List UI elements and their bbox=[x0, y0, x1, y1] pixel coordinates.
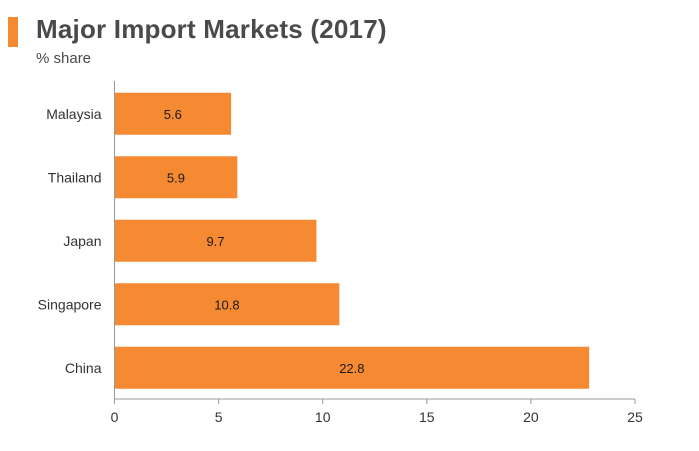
data-label-malaysia: 5.6 bbox=[164, 107, 182, 122]
x-tick-label-25: 25 bbox=[627, 409, 643, 425]
category-label-thailand: Thailand bbox=[48, 169, 102, 185]
data-label-japan: 9.7 bbox=[206, 234, 224, 249]
data-label-china: 22.8 bbox=[339, 361, 364, 376]
bar-japan bbox=[114, 219, 317, 262]
bar-thailand bbox=[114, 156, 238, 199]
x-tick-label-10: 10 bbox=[315, 409, 331, 425]
bar-malaysia bbox=[114, 92, 232, 135]
category-label-malaysia: Malaysia bbox=[46, 106, 101, 122]
x-tick-label-0: 0 bbox=[111, 409, 119, 425]
bar-china bbox=[114, 346, 590, 389]
category-label-china: China bbox=[65, 360, 102, 376]
data-label-thailand: 5.9 bbox=[167, 170, 185, 185]
category-label-singapore: Singapore bbox=[38, 296, 102, 312]
x-tick-label-15: 15 bbox=[419, 409, 435, 425]
chart-title: Major Import Markets (2017) bbox=[36, 14, 387, 44]
x-tick-label-20: 20 bbox=[523, 409, 539, 425]
x-tick-label-5: 5 bbox=[215, 409, 223, 425]
bar-singapore bbox=[114, 283, 340, 326]
title-accent-bar bbox=[8, 17, 18, 47]
category-label-japan: Japan bbox=[63, 233, 101, 249]
data-label-singapore: 10.8 bbox=[214, 297, 239, 312]
chart-subtitle: % share bbox=[36, 50, 92, 67]
